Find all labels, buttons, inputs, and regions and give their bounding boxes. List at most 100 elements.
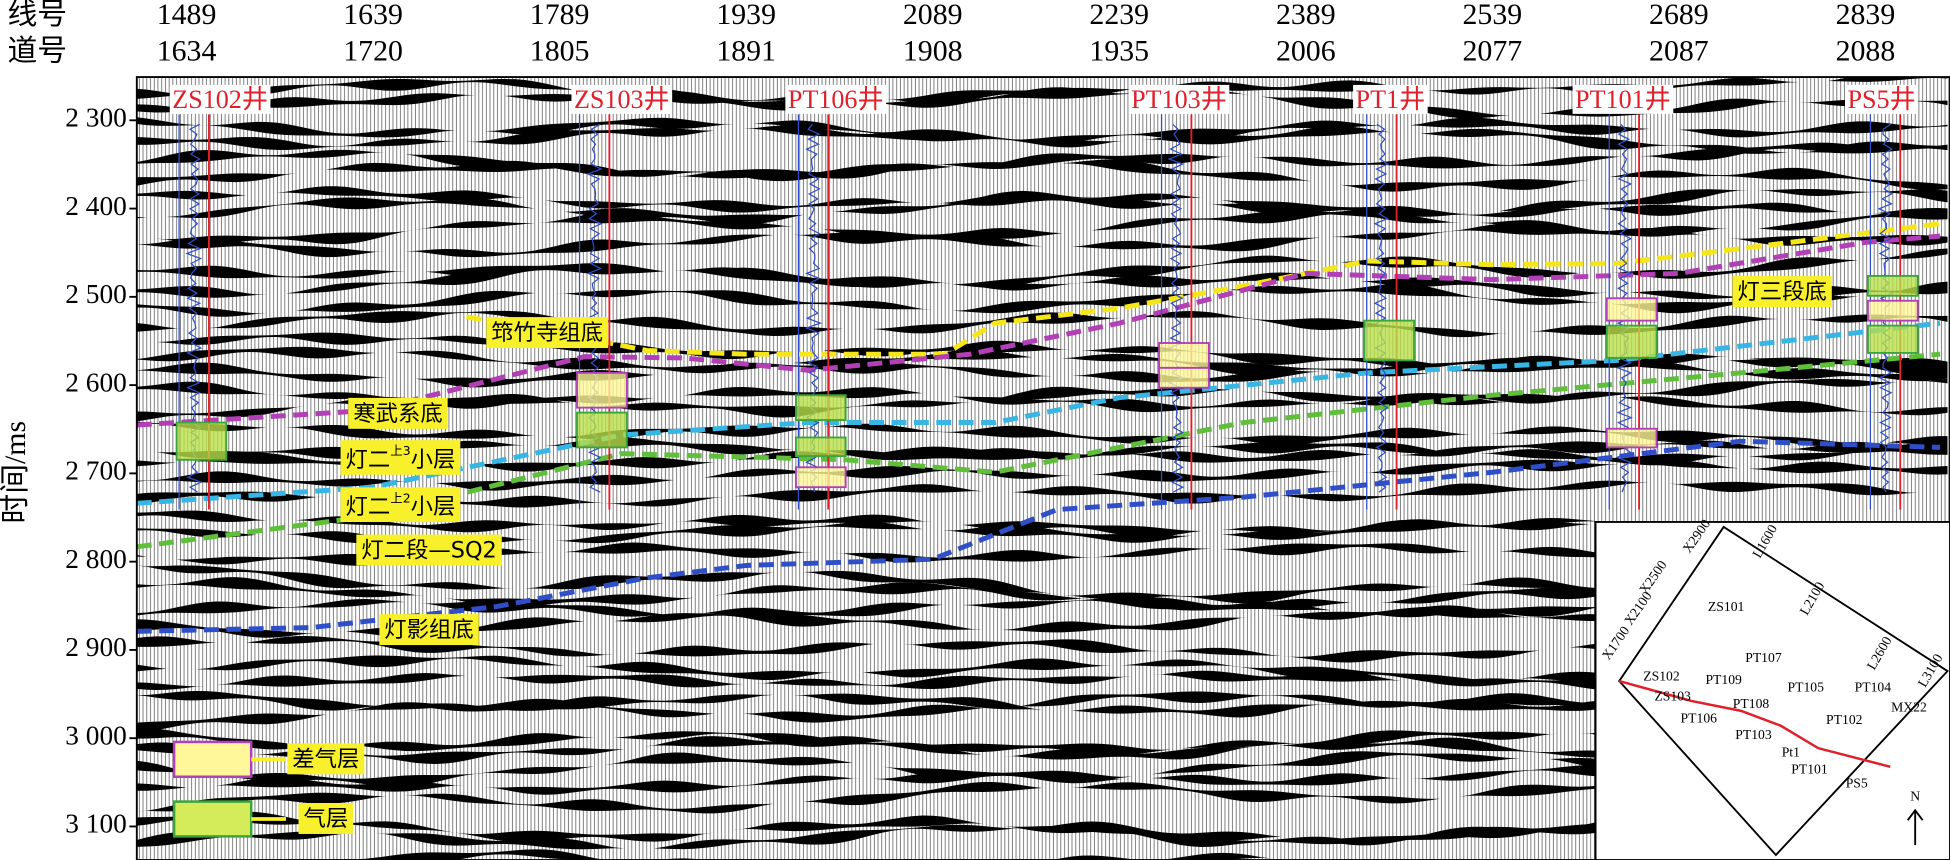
legend-label-box	[287, 743, 365, 775]
seismic-event	[136, 690, 1948, 721]
gas-zone	[794, 436, 847, 458]
horizon-label: 灯二上2小层	[346, 490, 456, 520]
y-tick-label: 3 100	[65, 809, 127, 839]
well-label-box	[1353, 84, 1428, 114]
seismic-event	[136, 248, 1948, 298]
horizon-label-part: 上3	[390, 443, 410, 458]
y-tick-label: 2 400	[65, 191, 127, 221]
y-tick-label: 2 600	[65, 367, 127, 397]
map-label: PT109	[1705, 672, 1742, 687]
legend-swatch	[172, 800, 253, 838]
horizon-label-part: 寒武系底	[353, 400, 442, 426]
y-tick-label: 2 700	[65, 456, 127, 486]
well-label-box	[785, 84, 887, 114]
y-tick-label: 2 300	[65, 103, 127, 133]
horizon-label-box	[348, 397, 448, 429]
horizon-label: 寒武系底	[353, 400, 442, 426]
well-label: PT1井	[1356, 85, 1426, 114]
map-label: Pt1	[1782, 744, 1800, 759]
seismic-event	[136, 378, 1948, 422]
map-label: PS5	[1846, 775, 1868, 790]
seismic-event	[136, 636, 1948, 663]
horizon-label-part: 灯三段底	[1737, 279, 1826, 305]
gas-zone	[1605, 427, 1658, 449]
horizon-label-part: 灯二	[346, 446, 391, 472]
y-tick-label: 2 900	[65, 632, 127, 662]
map-label: PT104	[1855, 680, 1892, 695]
seismic-event	[136, 667, 1948, 690]
legend-label: 差气层	[292, 746, 359, 772]
seismic-event	[136, 730, 1948, 765]
seismic-event	[136, 77, 1948, 113]
map-label: PT103	[1735, 727, 1772, 742]
seismic-events	[136, 77, 1948, 860]
seismic-event	[136, 421, 1948, 447]
seismic-event	[136, 605, 1948, 638]
well-log	[1373, 123, 1389, 493]
y-axis-title: 时间/ms	[0, 421, 32, 524]
gas-zone	[1158, 366, 1210, 389]
header-value: 2839	[1836, 0, 1896, 31]
survey-outline	[1618, 525, 1949, 857]
map-label: ZS102	[1643, 668, 1680, 683]
horizon-label: 灯影组底	[384, 617, 473, 643]
gas-zone	[1866, 274, 1919, 297]
horizon-line	[465, 221, 1941, 357]
seismic-event	[136, 222, 1948, 258]
map-label: PT106	[1681, 711, 1718, 726]
horizon-label: 筇竹寺组底	[491, 320, 603, 346]
header-value: 1935	[1089, 34, 1149, 67]
well-label-box	[1845, 84, 1919, 114]
horizon-label-box	[486, 317, 609, 349]
gas-zone	[1866, 299, 1919, 322]
seismic-event	[136, 117, 1948, 154]
seismic-event	[136, 186, 1948, 218]
seismic-event	[136, 208, 1948, 245]
seismic-event	[136, 773, 1948, 814]
well-label: PT103井	[1131, 85, 1227, 114]
well-label: PT106井	[788, 85, 884, 114]
header-value: 2087	[1649, 34, 1709, 67]
horizon-label-box	[356, 534, 502, 566]
well-label: PT101井	[1575, 85, 1671, 114]
gas-zone	[1158, 342, 1210, 369]
horizon-label-part: 灯二段—SQ2	[361, 537, 497, 563]
horizon-label: 灯二上3小层	[346, 443, 456, 473]
gas-zone	[1605, 324, 1658, 359]
legend-label: 气层	[303, 805, 348, 831]
seismic-event	[136, 540, 1948, 566]
seismic-event	[136, 811, 1948, 849]
seismic-event	[136, 480, 1948, 508]
map-label: MX22	[1891, 700, 1927, 715]
gas-zone	[175, 421, 228, 461]
header-value: 1720	[343, 34, 403, 67]
horizon-label-box	[340, 440, 461, 475]
legend-swatch	[172, 740, 253, 778]
horizon-label-part: 灯影组底	[384, 617, 473, 643]
seismic-event	[136, 149, 1948, 192]
wells	[175, 114, 1919, 510]
legend-label: 气层	[303, 805, 348, 831]
north-arrow-head	[1906, 808, 1924, 821]
header-value: 1489	[157, 0, 217, 31]
well-label: ZS102井	[172, 85, 268, 114]
seismic-event	[136, 189, 1948, 225]
header-value: 2006	[1276, 34, 1336, 67]
header-value: 1939	[716, 0, 776, 31]
header-value: 1891	[716, 34, 776, 67]
seismic-event	[136, 655, 1948, 684]
gas-zone	[794, 466, 847, 489]
map-label: ZS101	[1708, 599, 1745, 614]
seismic-event	[136, 517, 1948, 546]
well-label: ZS103井	[574, 85, 670, 114]
header-value: 1634	[157, 34, 217, 67]
gas-zone	[1363, 319, 1415, 362]
header-value: 2089	[903, 0, 963, 31]
map-label: PT107	[1745, 650, 1782, 665]
gas-zone	[576, 371, 628, 409]
header-value: 2689	[1649, 0, 1709, 31]
map-label: PT105	[1788, 680, 1825, 695]
